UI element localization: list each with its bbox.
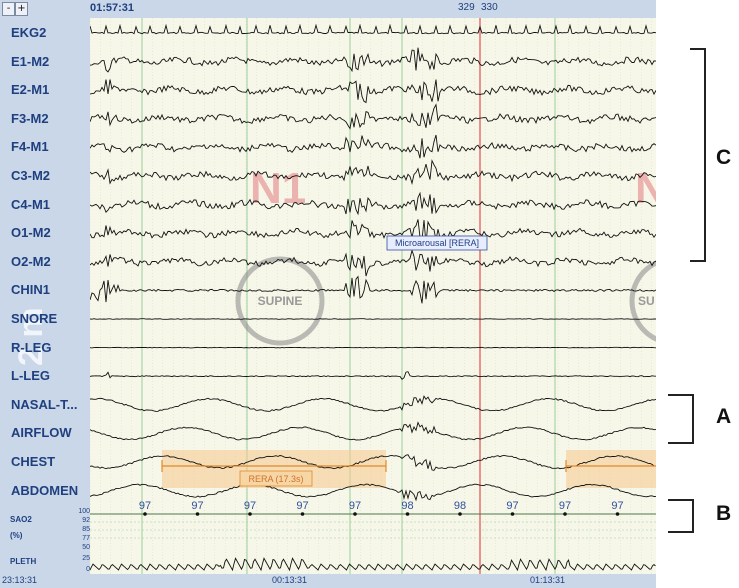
sao2-label[interactable]: SAO2 (10, 515, 32, 524)
channel-label[interactable]: ABDOMEN (11, 482, 79, 498)
signal-trace (90, 483, 656, 502)
sao2-point (195, 512, 200, 516)
microarousal-event-box[interactable] (386, 235, 488, 251)
sao2-value: 97 (611, 500, 623, 512)
signal-trace (90, 79, 656, 104)
sao2-point (510, 512, 515, 516)
microarousal-event-label: Microarousal [RERA] (395, 238, 479, 248)
sao2-value: 97 (296, 500, 308, 512)
position-icon-supine: SUPINE (235, 256, 325, 346)
pleth-scale-tick: 25 (82, 555, 90, 562)
position-text: SUPINE (258, 294, 303, 308)
sao2-point (300, 512, 305, 516)
signal-trace (90, 318, 656, 320)
signal-traces (90, 23, 656, 502)
epoch-number-a: 329 (458, 2, 475, 13)
sao2-point (563, 512, 567, 516)
channel-label[interactable]: F4-M1 (11, 139, 49, 155)
sao2-scale-tick: 100 (78, 508, 90, 515)
pleth-scale-tick: 0 (86, 566, 90, 573)
channel-label[interactable]: AIRFLOW (11, 425, 72, 441)
time-tick: 01:13:31 (530, 575, 566, 585)
sao2-point (458, 512, 462, 516)
sao2-value: 97 (244, 500, 256, 512)
channel-label[interactable]: C4-M1 (11, 196, 51, 212)
signal-trace (90, 346, 656, 349)
pleth-row (90, 557, 656, 572)
sao2-point (353, 512, 357, 516)
sao2-value: 97 (559, 500, 571, 512)
zoom-out-button[interactable]: - (2, 2, 15, 16)
top-toolbar: - + 01:57:31 329 330 (0, 0, 656, 18)
channel-label[interactable]: O1-M2 (11, 225, 51, 241)
channel-label[interactable]: L-LEG (11, 368, 50, 384)
sao2-scale-tick: 85 (82, 526, 90, 533)
pleth-trace (90, 557, 656, 572)
channel-label[interactable]: NASAL-T... (11, 396, 78, 412)
time-tick: 23:13:31 (2, 575, 38, 585)
signal-trace (90, 275, 656, 304)
rera-event-box[interactable] (239, 470, 313, 487)
channel-label-column: 2 m EKG2 E1-M2 E2-M1 F3-M2 F4-M1 C3-M2 C4-M1 O1… (0, 18, 90, 573)
signal-trace (90, 47, 656, 73)
annotation-b: B (716, 502, 732, 525)
sao2-scale-tick: 92 (82, 517, 90, 524)
signal-trace (90, 23, 656, 35)
zoom-in-button[interactable]: + (15, 2, 28, 16)
sao2-value: 97 (506, 500, 518, 512)
sao2-point (615, 512, 620, 516)
channel-label[interactable]: EKG2 (11, 25, 47, 40)
channel-label[interactable]: CHIN1 (11, 282, 51, 298)
rera-band-2 (566, 450, 656, 488)
channel-label[interactable]: SNORE (11, 311, 58, 326)
sao2-value: 98 (401, 500, 413, 512)
channel-label[interactable]: E2-M1 (11, 82, 50, 98)
sao2-point (248, 512, 252, 516)
signal-trace (90, 103, 656, 130)
signal-trace (90, 395, 656, 412)
sao2-value: 97 (349, 500, 361, 512)
sao2-point (405, 512, 410, 516)
annotation-a: A (716, 405, 732, 428)
signal-trace (90, 371, 656, 380)
signal-trace (90, 159, 656, 185)
rera-event-label: RERA (17.3s) (248, 474, 303, 484)
bracket-a (668, 394, 694, 444)
pleth-label[interactable]: PLETH (10, 557, 37, 566)
psg-viewer-window: - + 01:57:31 329 330 2 m EKG2 E1-M2 E2-M1 F… (0, 0, 656, 588)
annotation-c: C (716, 146, 732, 169)
channel-label[interactable]: F3-M2 (11, 110, 49, 126)
sao2-point (143, 512, 147, 516)
bracket-b (668, 499, 694, 533)
signal-trace (90, 134, 656, 159)
epoch-number-b: 330 (481, 2, 498, 13)
signal-trace (90, 248, 656, 277)
signal-trace (90, 421, 656, 441)
sao2-scale-tick: 77 (82, 535, 90, 542)
signal-trace (90, 454, 656, 471)
sleep-stage-label: N (635, 164, 656, 213)
sao2-unit-label: (%) (10, 531, 23, 540)
channel-label[interactable]: O2-M2 (11, 253, 51, 269)
position-text: SU (638, 294, 655, 308)
signal-plot-area[interactable]: N1 N SUPINE SU RERA (17.3s) Microarousal… (90, 18, 656, 574)
bottom-time-axis: 23:13:31 00:13:31 01:13:31 (0, 574, 656, 588)
channel-label[interactable]: R-LEG (11, 339, 52, 355)
sao2-row: 97 97 97 97 97 98 98 97 97 97 (90, 500, 656, 539)
pleth-scale-tick: 50 (82, 544, 90, 551)
signal-trace (90, 219, 656, 244)
sao2-value: 98 (454, 500, 466, 512)
position-icon-supine-2: SU (629, 260, 656, 342)
sao2-value: 97 (139, 500, 151, 512)
bracket-c (690, 48, 706, 262)
time-tick: 00:13:31 (272, 575, 308, 585)
channel-label[interactable]: CHEST (11, 454, 56, 469)
sao2-value: 97 (191, 500, 203, 512)
channel-label[interactable]: E1-M2 (11, 53, 50, 69)
channel-label[interactable]: C3-M2 (11, 168, 51, 183)
signal-trace (90, 191, 656, 216)
start-time: 01:57:31 (90, 2, 135, 14)
